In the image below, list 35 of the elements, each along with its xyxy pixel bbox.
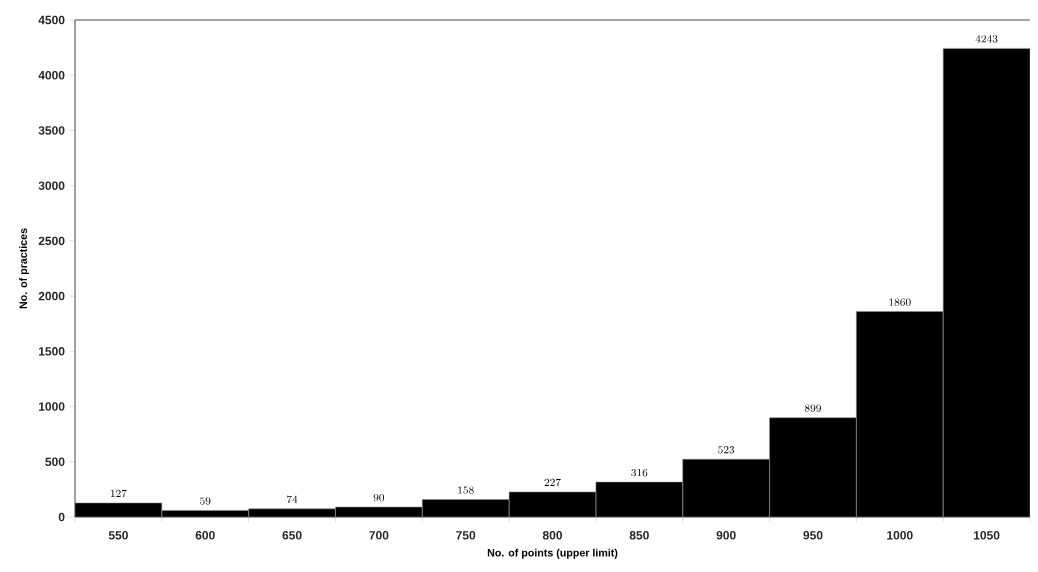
data-label: 158 xyxy=(458,486,474,494)
data-label: 899 xyxy=(804,404,821,412)
data-label: 90 xyxy=(373,493,385,502)
x-tick-label: 850 xyxy=(629,531,649,540)
x-tick-label: 1050 xyxy=(974,531,1000,540)
y-tick-label: 2000 xyxy=(38,291,65,301)
data-label: 227 xyxy=(544,478,561,487)
data-label: 523 xyxy=(718,446,735,454)
x-tick-label: 600 xyxy=(195,531,215,540)
x-tick-label: 900 xyxy=(716,531,736,540)
data-label: 1860 xyxy=(889,298,911,306)
x-tick-label: 800 xyxy=(542,531,563,540)
x-tick-label: 950 xyxy=(803,531,823,540)
x-tick-label: 700 xyxy=(369,531,389,540)
y-axis-title: No. of practices xyxy=(19,228,30,309)
y-tick-label: 3500 xyxy=(38,126,65,135)
data-label: 59 xyxy=(200,497,211,505)
y-tick-label: 4000 xyxy=(38,70,65,80)
data-label: 316 xyxy=(631,468,648,477)
data-label: 74 xyxy=(287,495,298,504)
y-tick-label: 3000 xyxy=(38,181,65,190)
y-tick-label: 2500 xyxy=(38,236,65,246)
y-tick-label: 1000 xyxy=(39,402,65,411)
x-tick-label: 650 xyxy=(282,531,302,540)
y-tick-label: 500 xyxy=(45,457,65,467)
x-axis-title: No. of points (upper limit) xyxy=(487,548,618,559)
data-label: 127 xyxy=(110,489,127,498)
y-tick-label: 4500 xyxy=(38,15,65,25)
y-tick-label: 0 xyxy=(58,512,65,522)
bar xyxy=(508,491,597,517)
x-tick-label: 550 xyxy=(108,531,128,540)
x-tick-label: 750 xyxy=(456,531,476,540)
data-label: 4243 xyxy=(975,35,998,43)
y-tick-label: 1500 xyxy=(39,347,65,356)
x-tick-label: 1000 xyxy=(887,531,913,540)
